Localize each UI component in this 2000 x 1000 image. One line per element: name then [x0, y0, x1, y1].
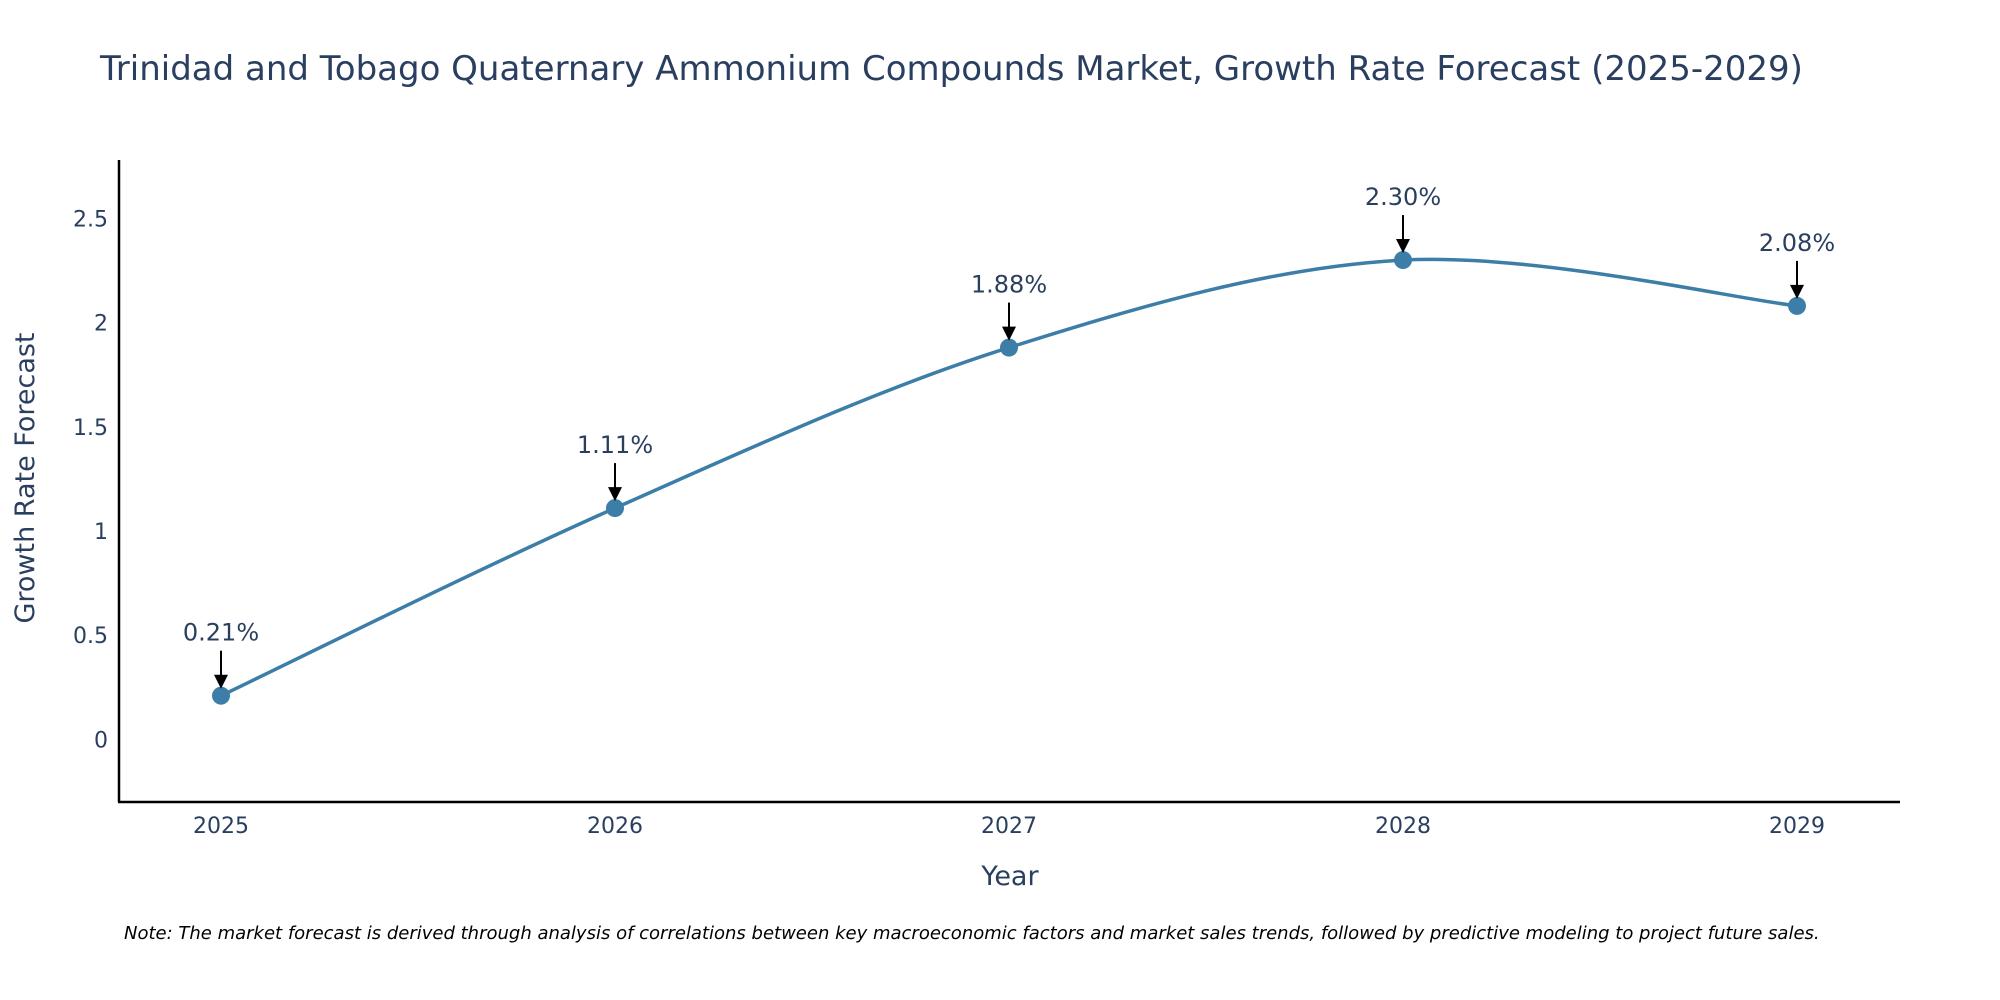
y-tick-label: 0.5 — [73, 624, 108, 649]
data-point — [1000, 338, 1018, 357]
footnote: Note: The market forecast is derived thr… — [124, 923, 1820, 944]
annotation-arrow-head — [1002, 326, 1016, 341]
x-axis-title: Year — [980, 861, 1039, 892]
data-point — [1394, 251, 1412, 270]
annotation-arrow-head — [214, 674, 228, 689]
data-label: 2.08% — [1759, 229, 1835, 257]
data-label: 2.30% — [1365, 183, 1441, 211]
annotation-arrow-head — [1396, 239, 1410, 254]
annotation-arrow-head — [608, 487, 622, 502]
y-tick-label: 0 — [94, 728, 108, 753]
y-tick-label: 1 — [94, 520, 108, 545]
data-point — [606, 499, 624, 518]
x-tick-label: 2028 — [1375, 814, 1431, 839]
x-tick-label: 2026 — [587, 814, 643, 839]
x-axis-ticks: 2025 2026 2027 2028 2029 — [193, 814, 1825, 839]
x-tick-label: 2025 — [193, 814, 249, 839]
chart-title: Trinidad and Tobago Quaternary Ammonium … — [99, 49, 1803, 89]
x-tick-label: 2029 — [1769, 814, 1825, 839]
annotation-arrow-head — [1790, 284, 1804, 299]
data-label: 0.21% — [183, 619, 259, 647]
y-axis-title: Growth Rate Forecast — [10, 332, 41, 623]
data-point — [212, 686, 230, 705]
data-label: 1.11% — [577, 431, 653, 459]
y-tick-label: 2 — [94, 312, 108, 337]
y-axis-ticks: 0 0.5 1 1.5 2 2.5 — [73, 207, 108, 753]
data-label: 1.88% — [971, 271, 1047, 299]
data-point — [1788, 296, 1806, 315]
series-markers — [212, 251, 1806, 705]
x-tick-label: 2027 — [981, 814, 1037, 839]
data-labels: 0.21% 1.11% 1.88% 2.30% 2.08% — [183, 183, 1835, 689]
y-tick-label: 1.5 — [73, 416, 108, 441]
y-tick-label: 2.5 — [73, 207, 108, 232]
